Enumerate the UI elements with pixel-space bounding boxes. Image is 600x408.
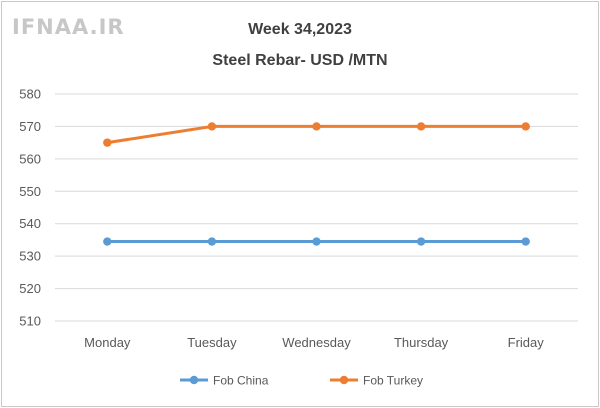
y-tick-label: 560 xyxy=(19,151,41,166)
data-point xyxy=(103,138,112,147)
watermark-logo: IFNAA.IR xyxy=(12,15,125,39)
chart-subtitle: Steel Rebar- USD /MTN xyxy=(212,52,387,69)
legend-label: Fob China xyxy=(213,374,269,388)
x-axis-ticks: Monday Tuesday Wednesday Thursday Friday xyxy=(84,335,544,350)
y-tick-label: 540 xyxy=(19,216,41,231)
x-tick-label: Thursday xyxy=(394,335,449,350)
y-tick-label: 530 xyxy=(19,249,41,264)
x-tick-label: Tuesday xyxy=(187,335,237,350)
data-point xyxy=(103,237,112,246)
data-point xyxy=(521,237,530,246)
x-tick-label: Friday xyxy=(508,335,545,350)
y-tick-label: 570 xyxy=(19,119,41,134)
y-axis-ticks: 510 520 530 540 550 560 570 580 xyxy=(19,87,41,329)
series-lines xyxy=(103,122,530,246)
legend: Fob China Fob Turkey xyxy=(180,374,423,388)
legend-marker xyxy=(339,375,349,385)
data-point xyxy=(416,122,426,131)
data-point xyxy=(207,122,217,131)
chart-title: Week 34,2023 xyxy=(248,21,352,38)
x-tick-label: Wednesday xyxy=(282,335,351,350)
y-tick-label: 510 xyxy=(19,314,41,329)
data-point xyxy=(416,237,426,246)
y-tick-label: 580 xyxy=(19,87,41,102)
data-point xyxy=(207,237,217,246)
data-point xyxy=(521,122,530,131)
x-tick-label: Monday xyxy=(84,335,131,350)
y-tick-label: 550 xyxy=(19,184,41,199)
data-point xyxy=(312,122,321,131)
legend-item: Fob China xyxy=(180,374,269,388)
data-point xyxy=(312,237,321,246)
legend-item: Fob Turkey xyxy=(330,374,423,388)
y-tick-label: 520 xyxy=(19,281,41,296)
legend-marker xyxy=(189,375,199,385)
legend-label: Fob Turkey xyxy=(363,374,423,388)
